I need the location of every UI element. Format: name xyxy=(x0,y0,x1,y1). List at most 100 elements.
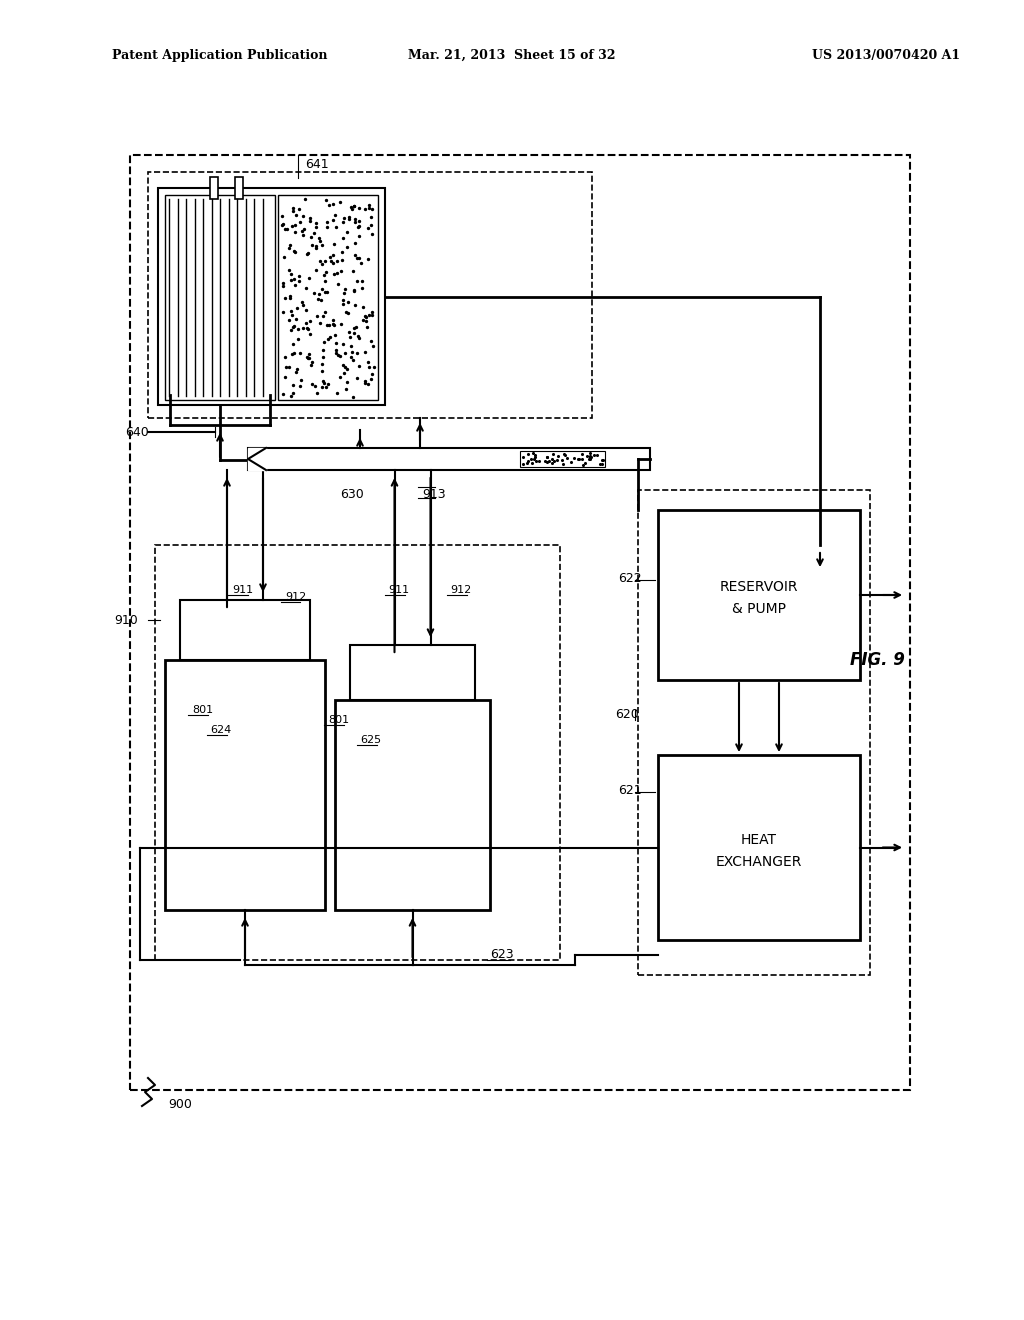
Text: EXCHANGER: EXCHANGER xyxy=(716,854,802,869)
Point xyxy=(541,450,557,471)
Point xyxy=(334,242,350,263)
Point xyxy=(345,317,361,338)
Point xyxy=(582,442,598,463)
Point xyxy=(289,359,305,380)
Point xyxy=(281,260,297,281)
Point xyxy=(346,280,362,301)
Point xyxy=(304,374,321,395)
Point xyxy=(276,288,293,309)
Point xyxy=(579,445,595,466)
Point xyxy=(273,214,290,235)
Point xyxy=(559,447,575,469)
Point xyxy=(364,206,380,227)
Point xyxy=(326,313,342,334)
Point xyxy=(360,356,377,378)
Point xyxy=(319,216,336,238)
Point xyxy=(358,310,375,331)
Point xyxy=(569,449,586,470)
Point xyxy=(555,453,571,474)
Point xyxy=(340,292,356,313)
Point xyxy=(336,363,352,384)
Point xyxy=(332,191,348,213)
Point xyxy=(340,302,356,323)
Point xyxy=(287,222,303,243)
Point xyxy=(348,367,365,388)
Bar xyxy=(278,195,378,400)
Point xyxy=(329,383,345,404)
Point xyxy=(362,368,379,389)
Point xyxy=(346,232,362,253)
Point xyxy=(350,216,367,238)
Point xyxy=(519,444,536,465)
Point xyxy=(346,195,362,216)
Point xyxy=(554,450,570,471)
Point xyxy=(346,280,362,301)
Point xyxy=(581,449,597,470)
Point xyxy=(276,219,293,240)
Point xyxy=(310,289,327,310)
Point xyxy=(361,305,378,326)
Bar xyxy=(658,510,860,680)
Point xyxy=(337,279,353,300)
Point xyxy=(338,236,354,257)
Point xyxy=(298,313,314,334)
Point xyxy=(347,209,364,230)
Point xyxy=(291,271,307,292)
Point xyxy=(294,224,310,246)
Point xyxy=(582,446,598,467)
Point xyxy=(346,323,362,345)
Point xyxy=(299,317,315,338)
Point xyxy=(356,341,373,362)
Point xyxy=(311,228,328,249)
Point xyxy=(582,445,598,466)
Bar xyxy=(335,700,490,909)
Point xyxy=(549,450,565,471)
Point xyxy=(527,446,544,467)
Point xyxy=(339,222,355,243)
Point xyxy=(290,318,306,339)
Point xyxy=(336,282,352,304)
Point xyxy=(357,370,374,391)
Point xyxy=(337,356,353,378)
Point xyxy=(291,265,307,286)
Point xyxy=(313,289,330,310)
Point xyxy=(318,281,335,302)
Point xyxy=(281,238,297,259)
Point xyxy=(365,363,381,384)
Point xyxy=(307,376,324,397)
Point xyxy=(282,285,298,306)
Point xyxy=(523,449,540,470)
Point xyxy=(318,376,335,397)
Point xyxy=(322,326,338,347)
Point xyxy=(286,315,302,337)
Point xyxy=(344,198,360,219)
Point xyxy=(287,275,303,296)
Point xyxy=(365,335,381,356)
Point xyxy=(303,227,319,248)
Point xyxy=(283,269,299,290)
Point xyxy=(316,331,333,352)
Point xyxy=(275,273,292,294)
Text: 624: 624 xyxy=(210,725,231,735)
Point xyxy=(325,193,341,214)
Point xyxy=(314,360,331,381)
Point xyxy=(329,263,345,284)
Point xyxy=(594,450,610,471)
Point xyxy=(556,445,572,466)
Bar xyxy=(520,451,605,467)
Point xyxy=(295,317,311,338)
Point xyxy=(364,223,380,244)
Point xyxy=(328,205,344,226)
Point xyxy=(345,195,361,216)
Text: 623: 623 xyxy=(490,949,514,961)
Text: 801: 801 xyxy=(193,705,213,715)
Point xyxy=(562,451,579,473)
Text: FIG. 9: FIG. 9 xyxy=(850,651,905,669)
Bar xyxy=(234,177,243,199)
Point xyxy=(592,453,608,474)
Point xyxy=(341,206,357,227)
Point xyxy=(360,216,377,238)
Point xyxy=(325,309,341,330)
Point xyxy=(546,451,562,473)
Point xyxy=(284,305,300,326)
